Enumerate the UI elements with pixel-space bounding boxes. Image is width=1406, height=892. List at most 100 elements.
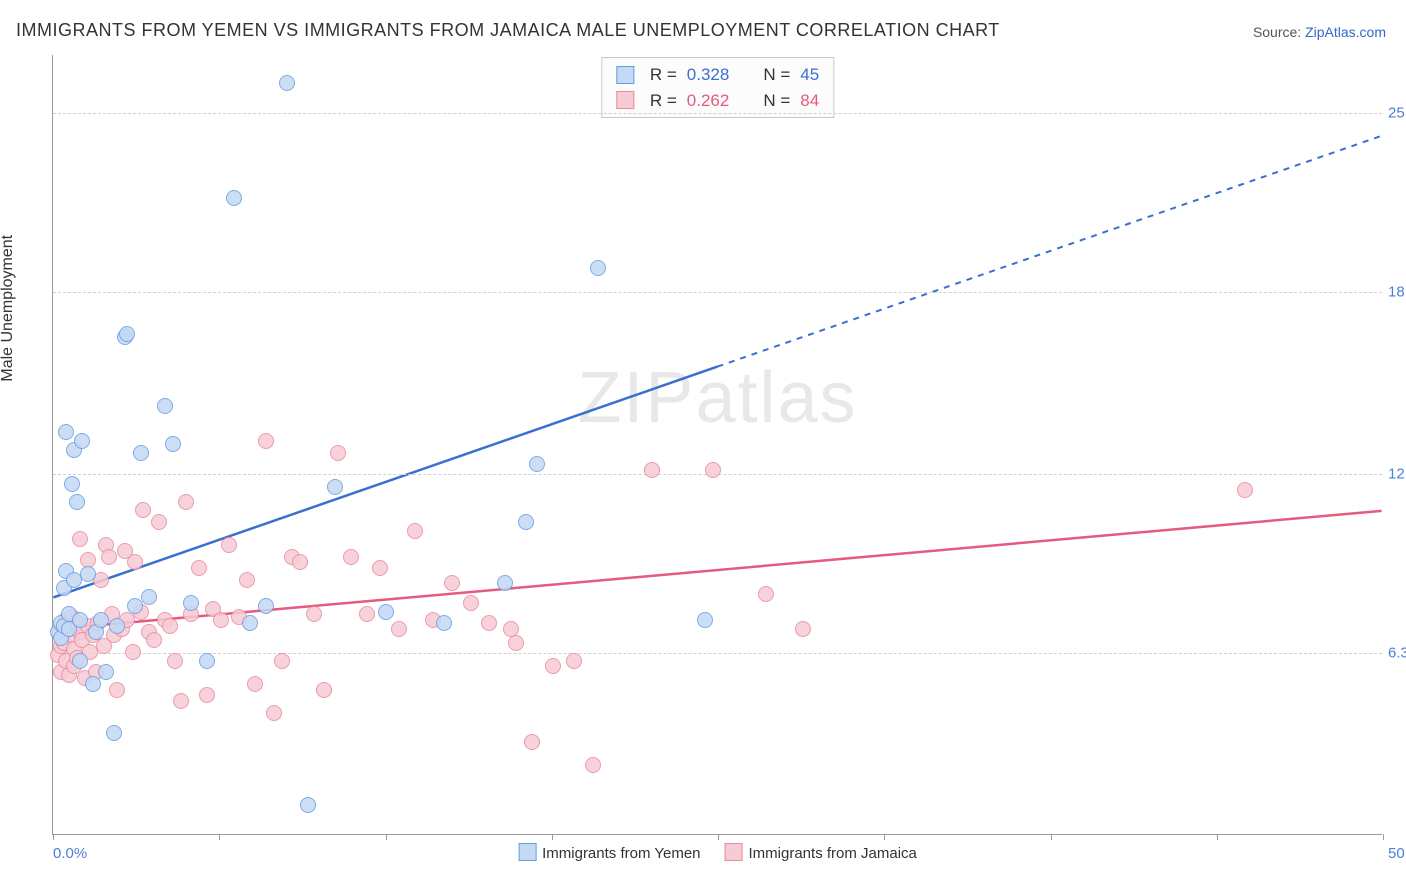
- jamaica-point: [1237, 482, 1253, 498]
- jamaica-point: [391, 621, 407, 637]
- legend-item-jamaica: Immigrants from Jamaica: [725, 843, 917, 862]
- x-tick-mark: [53, 834, 54, 840]
- yemen-swatch: [616, 66, 634, 84]
- yemen-point: [109, 618, 125, 634]
- yemen-point: [300, 797, 316, 813]
- yemen-point: [258, 598, 274, 614]
- yemen-trend-dashed: [718, 136, 1382, 367]
- jamaica-point: [135, 502, 151, 518]
- yemen-point: [157, 398, 173, 414]
- stats-row-yemen: R =0.328N =45: [616, 62, 819, 88]
- jamaica-point: [239, 572, 255, 588]
- yemen-point: [279, 75, 295, 91]
- jamaica-point: [247, 676, 263, 692]
- jamaica-swatch: [616, 91, 634, 109]
- jamaica-point: [508, 635, 524, 651]
- yemen-point: [199, 653, 215, 669]
- yemen-point: [74, 433, 90, 449]
- jamaica-trend-solid: [53, 511, 1381, 629]
- yemen-point: [119, 326, 135, 342]
- gridline-h: [53, 292, 1382, 293]
- chart-title: IMMIGRANTS FROM YEMEN VS IMMIGRANTS FROM…: [16, 20, 1000, 41]
- legend-item-yemen: Immigrants from Yemen: [518, 843, 700, 862]
- gridline-h: [53, 653, 1382, 654]
- x-tick-mark: [1383, 834, 1384, 840]
- jamaica-point: [151, 514, 167, 530]
- jamaica-point: [146, 632, 162, 648]
- y-tick-label: 25.0%: [1388, 104, 1406, 121]
- jamaica-point: [705, 462, 721, 478]
- jamaica-point: [545, 658, 561, 674]
- yemen-legend-label: Immigrants from Yemen: [542, 845, 700, 862]
- jamaica-point: [407, 523, 423, 539]
- source-attribution: Source: ZipAtlas.com: [1253, 24, 1386, 40]
- plot-area: ZIPatlas R =0.328N =45R =0.262N =84 0.0%…: [52, 55, 1382, 835]
- yemen-point: [64, 476, 80, 492]
- yemen-point: [497, 575, 513, 591]
- jamaica-point: [316, 682, 332, 698]
- jamaica-point: [795, 621, 811, 637]
- jamaica-point: [463, 595, 479, 611]
- trend-lines-layer: [53, 55, 1382, 834]
- jamaica-point: [258, 433, 274, 449]
- jamaica-point: [524, 734, 540, 750]
- yemen-point: [378, 604, 394, 620]
- jamaica-point: [173, 693, 189, 709]
- jamaica-point: [221, 537, 237, 553]
- yemen-point: [183, 595, 199, 611]
- x-tick-mark: [1051, 834, 1052, 840]
- yemen-point: [697, 612, 713, 628]
- yemen-point: [80, 566, 96, 582]
- y-tick-label: 6.3%: [1388, 645, 1406, 662]
- yemen-point: [58, 424, 74, 440]
- x-tick-mark: [718, 834, 719, 840]
- jamaica-point: [127, 554, 143, 570]
- jamaica-point: [125, 644, 141, 660]
- x-tick-mark: [386, 834, 387, 840]
- yemen-point: [72, 612, 88, 628]
- y-axis-label: Male Unemployment: [0, 235, 17, 382]
- jamaica-point: [191, 560, 207, 576]
- jamaica-point: [72, 531, 88, 547]
- yemen-point: [141, 589, 157, 605]
- jamaica-point: [359, 606, 375, 622]
- yemen-point: [106, 725, 122, 741]
- jamaica-point: [585, 757, 601, 773]
- source-link[interactable]: ZipAtlas.com: [1305, 24, 1386, 40]
- stats-r-value: 0.262: [687, 88, 730, 114]
- jamaica-legend-swatch: [725, 843, 743, 861]
- yemen-legend-swatch: [518, 843, 536, 861]
- x-tick-mark: [219, 834, 220, 840]
- jamaica-point: [343, 549, 359, 565]
- x-tick-mark: [884, 834, 885, 840]
- yemen-point: [436, 615, 452, 631]
- yemen-point: [226, 190, 242, 206]
- yemen-point: [518, 514, 534, 530]
- source-prefix: Source:: [1253, 24, 1305, 40]
- jamaica-point: [266, 705, 282, 721]
- y-tick-label: 12.5%: [1388, 465, 1406, 482]
- stats-r-value: 0.328: [687, 62, 730, 88]
- jamaica-point: [178, 494, 194, 510]
- jamaica-point: [199, 687, 215, 703]
- jamaica-point: [481, 615, 497, 631]
- yemen-point: [98, 664, 114, 680]
- jamaica-point: [566, 653, 582, 669]
- yemen-point: [327, 479, 343, 495]
- jamaica-point: [444, 575, 460, 591]
- yemen-point: [69, 494, 85, 510]
- yemen-point: [529, 456, 545, 472]
- bottom-legend: Immigrants from Yemen Immigrants from Jam…: [518, 843, 917, 862]
- jamaica-point: [167, 653, 183, 669]
- stats-n-value: 84: [800, 88, 819, 114]
- yemen-point: [93, 612, 109, 628]
- jamaica-point: [274, 653, 290, 669]
- stats-n-value: 45: [800, 62, 819, 88]
- jamaica-point: [109, 682, 125, 698]
- jamaica-legend-label: Immigrants from Jamaica: [749, 845, 917, 862]
- jamaica-point: [101, 549, 117, 565]
- stats-row-jamaica: R =0.262N =84: [616, 88, 819, 114]
- stats-r-label: R =: [650, 88, 677, 114]
- stats-legend-box: R =0.328N =45R =0.262N =84: [601, 57, 834, 118]
- y-tick-label: 18.8%: [1388, 283, 1406, 300]
